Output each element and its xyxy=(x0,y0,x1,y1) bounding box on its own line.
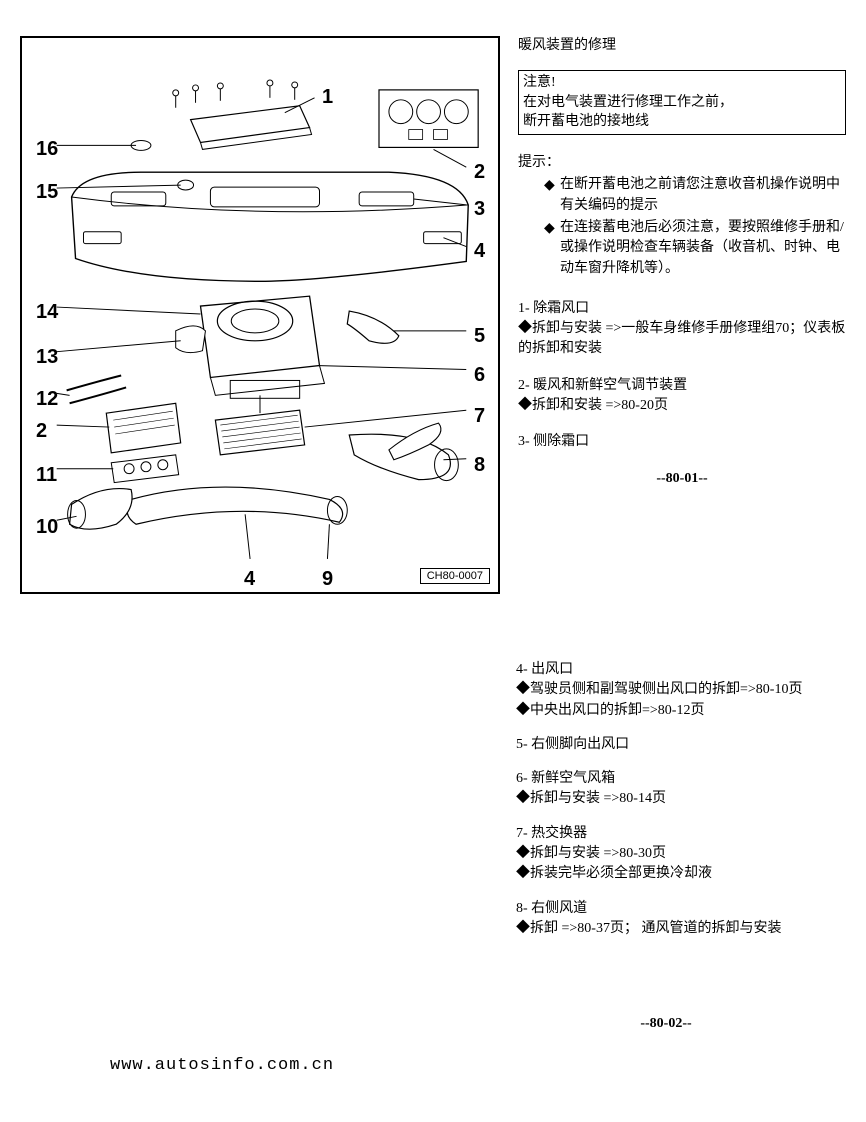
part-item-sub: ◆拆卸 =>80-37页； 通风管道的拆卸与安装 xyxy=(516,919,856,939)
part-item-header: 6- 新鲜空气风箱 xyxy=(516,769,856,789)
part-item-header: 8- 右侧风道 xyxy=(516,899,856,919)
lower-items: 4- 出风口◆驾驶员侧和副驾驶侧出风口的拆卸=>80-10页◆中央出风口的拆卸=… xyxy=(516,660,856,953)
note-line-1: 注意! xyxy=(523,73,841,93)
callout-number: 15 xyxy=(36,181,58,204)
part-item: 7- 热交换器◆拆卸与安装 =>80-30页◆拆装完毕必须全部更换冷却液 xyxy=(516,824,856,885)
hint-item: 在连接蓄电池后必须注意，要按照维修手册和/或操作说明检查车辆装备（收音机、时钟、… xyxy=(518,218,846,279)
callout-number: 9 xyxy=(322,568,333,591)
callout-number: 2 xyxy=(36,420,47,443)
part-item-sub: ◆拆卸和安装 =>80-20页 xyxy=(518,396,846,416)
note-line-2: 在对电气装置进行修理工作之前， xyxy=(523,93,841,113)
callout-number: 1 xyxy=(322,86,333,109)
part-item-sub: ◆拆卸与安装 =>一般车身维修手册修理组70；仪表板的拆卸和安装 xyxy=(518,319,846,360)
part-item: 3- 侧除霜口 xyxy=(518,432,846,452)
part-item: 8- 右侧风道◆拆卸 =>80-37页； 通风管道的拆卸与安装 xyxy=(516,899,856,940)
hint-item: 在断开蓄电池之前请您注意收音机操作说明中有关编码的提示 xyxy=(518,175,846,216)
part-item-header: 1- 除霜风口 xyxy=(518,299,846,319)
part-item-sub: ◆中央出风口的拆卸=>80-12页 xyxy=(516,701,856,721)
footer-url: www.autosinfo.com.cn xyxy=(110,1056,334,1075)
left-column: 1234567849101121213141516 CH80-0007 xyxy=(20,36,500,594)
page-content: 1234567849101121213141516 CH80-0007 暖风装置… xyxy=(0,0,866,594)
callout-number: 13 xyxy=(36,346,58,369)
diagram-svg xyxy=(22,38,498,592)
callout-number: 11 xyxy=(36,464,57,487)
callout-number: 8 xyxy=(474,454,485,477)
part-item-header: 5- 右侧脚向出风口 xyxy=(516,735,856,755)
exploded-diagram: 1234567849101121213141516 CH80-0007 xyxy=(20,36,500,594)
caution-box: 注意! 在对电气装置进行修理工作之前， 断开蓄电池的接地线 xyxy=(518,70,846,135)
callout-number: 6 xyxy=(474,364,485,387)
page-number-2: --80-02-- xyxy=(516,1016,816,1032)
part-item-sub: ◆驾驶员侧和副驾驶侧出风口的拆卸=>80-10页 xyxy=(516,680,856,700)
part-item: 5- 右侧脚向出风口 xyxy=(516,735,856,755)
callout-number: 7 xyxy=(474,405,485,428)
part-item: 6- 新鲜空气风箱◆拆卸与安装 =>80-14页 xyxy=(516,769,856,810)
callout-number: 3 xyxy=(474,198,485,221)
part-item-header: 3- 侧除霜口 xyxy=(518,432,846,452)
part-item: 2- 暖风和新鲜空气调节装置◆拆卸和安装 =>80-20页 xyxy=(518,376,846,417)
page-number-1: --80-01-- xyxy=(518,469,846,489)
callout-number: 4 xyxy=(474,240,485,263)
callout-number: 16 xyxy=(36,138,58,161)
hints-list: 在断开蓄电池之前请您注意收音机操作说明中有关编码的提示在连接蓄电池后必须注意，要… xyxy=(518,175,846,278)
callout-number: 5 xyxy=(474,325,485,348)
upper-items: 1- 除霜风口◆拆卸与安装 =>一般车身维修手册修理组70；仪表板的拆卸和安装 2… xyxy=(518,299,846,453)
part-item-sub: ◆拆卸与安装 =>80-30页 xyxy=(516,844,856,864)
part-item-header: 4- 出风口 xyxy=(516,660,856,680)
callout-number: 14 xyxy=(36,301,58,324)
part-item-sub: ◆拆卸与安装 =>80-14页 xyxy=(516,789,856,809)
page-title: 暖风装置的修理 xyxy=(518,36,846,56)
diagram-code: CH80-0007 xyxy=(420,568,490,584)
hint-label: 提示： xyxy=(518,153,846,173)
part-item: 1- 除霜风口◆拆卸与安装 =>一般车身维修手册修理组70；仪表板的拆卸和安装 xyxy=(518,299,846,360)
callout-number: 10 xyxy=(36,516,58,539)
note-line-3: 断开蓄电池的接地线 xyxy=(523,112,841,132)
callout-number: 12 xyxy=(36,388,58,411)
part-item-header: 7- 热交换器 xyxy=(516,824,856,844)
right-column: 暖风装置的修理 注意! 在对电气装置进行修理工作之前， 断开蓄电池的接地线 提示… xyxy=(500,36,846,594)
part-item-header: 2- 暖风和新鲜空气调节装置 xyxy=(518,376,846,396)
callout-number: 2 xyxy=(474,161,485,184)
part-item-sub: ◆拆装完毕必须全部更换冷却液 xyxy=(516,864,856,884)
callout-number: 4 xyxy=(244,568,255,591)
part-item: 4- 出风口◆驾驶员侧和副驾驶侧出风口的拆卸=>80-10页◆中央出风口的拆卸=… xyxy=(516,660,856,721)
